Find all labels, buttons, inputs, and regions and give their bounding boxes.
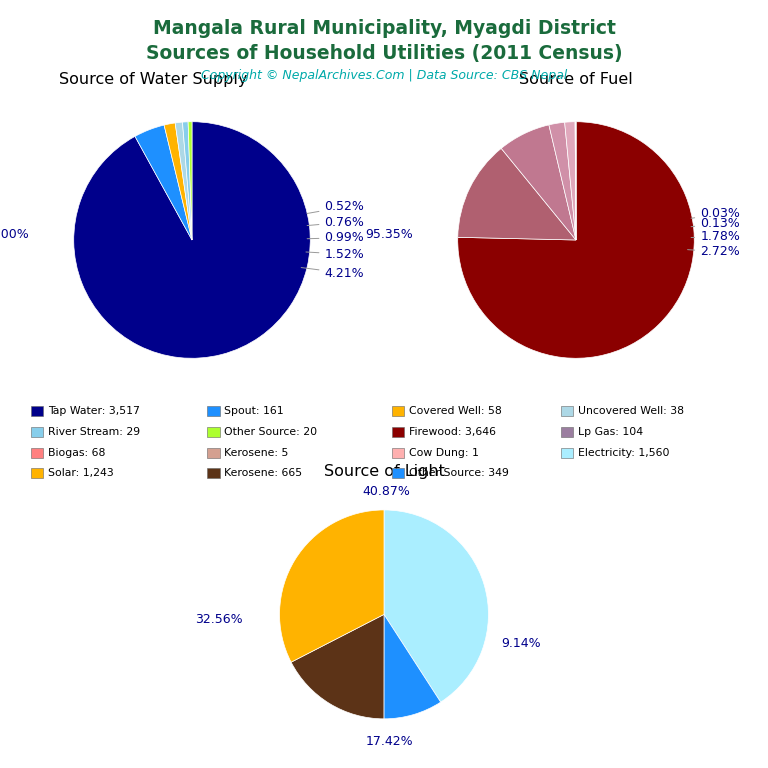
Text: 17.42%: 17.42% <box>366 735 413 748</box>
Text: Other Source: 20: Other Source: 20 <box>224 427 317 437</box>
Text: 92.00%: 92.00% <box>0 227 28 240</box>
Text: Lp Gas: 104: Lp Gas: 104 <box>578 427 643 437</box>
Text: River Stream: 29: River Stream: 29 <box>48 427 140 437</box>
Text: 1.52%: 1.52% <box>306 248 364 260</box>
Wedge shape <box>280 510 384 662</box>
Wedge shape <box>575 122 576 240</box>
Text: Kerosene: 5: Kerosene: 5 <box>224 448 289 458</box>
Wedge shape <box>74 121 310 358</box>
Text: Spout: 161: Spout: 161 <box>224 406 284 416</box>
Text: Solar: 1,243: Solar: 1,243 <box>48 468 114 478</box>
Wedge shape <box>135 125 192 240</box>
Text: Electricity: 1,560: Electricity: 1,560 <box>578 448 669 458</box>
Text: Covered Well: 58: Covered Well: 58 <box>409 406 502 416</box>
Text: 95.35%: 95.35% <box>365 227 412 240</box>
Text: 0.52%: 0.52% <box>307 200 364 214</box>
Title: Source of Fuel: Source of Fuel <box>519 72 633 87</box>
Text: Sources of Household Utilities (2011 Census): Sources of Household Utilities (2011 Cen… <box>146 44 622 63</box>
Text: 0.03%: 0.03% <box>691 207 740 220</box>
Text: Kerosene: 665: Kerosene: 665 <box>224 468 303 478</box>
Wedge shape <box>564 122 576 240</box>
Text: 4.21%: 4.21% <box>301 266 364 280</box>
Wedge shape <box>175 122 192 240</box>
Title: Source of Light: Source of Light <box>323 464 445 478</box>
Text: 0.76%: 0.76% <box>307 216 364 229</box>
Text: 40.87%: 40.87% <box>362 485 410 498</box>
Text: Copyright © NepalArchives.Com | Data Source: CBS Nepal: Copyright © NepalArchives.Com | Data Sou… <box>201 69 567 82</box>
Wedge shape <box>291 614 384 719</box>
Wedge shape <box>188 121 192 240</box>
Text: 32.56%: 32.56% <box>195 613 243 626</box>
Wedge shape <box>384 510 488 702</box>
Text: 0.99%: 0.99% <box>307 231 364 244</box>
Text: Biogas: 68: Biogas: 68 <box>48 448 105 458</box>
Wedge shape <box>458 121 694 358</box>
Wedge shape <box>183 122 192 240</box>
Wedge shape <box>164 123 192 240</box>
Text: 9.14%: 9.14% <box>501 637 541 650</box>
Wedge shape <box>502 125 576 240</box>
Text: Firewood: 3,646: Firewood: 3,646 <box>409 427 495 437</box>
Text: Cow Dung: 1: Cow Dung: 1 <box>409 448 478 458</box>
Text: Other Source: 349: Other Source: 349 <box>409 468 508 478</box>
Text: 2.72%: 2.72% <box>687 245 740 258</box>
Wedge shape <box>458 148 576 240</box>
Wedge shape <box>549 122 576 240</box>
Text: Uncovered Well: 38: Uncovered Well: 38 <box>578 406 684 416</box>
Wedge shape <box>384 614 441 719</box>
Text: Mangala Rural Municipality, Myagdi District: Mangala Rural Municipality, Myagdi Distr… <box>153 19 615 38</box>
Text: Source of Water Supply: Source of Water Supply <box>59 72 247 87</box>
Text: 0.13%: 0.13% <box>691 217 740 230</box>
Text: Tap Water: 3,517: Tap Water: 3,517 <box>48 406 140 416</box>
Text: 1.78%: 1.78% <box>691 230 740 243</box>
